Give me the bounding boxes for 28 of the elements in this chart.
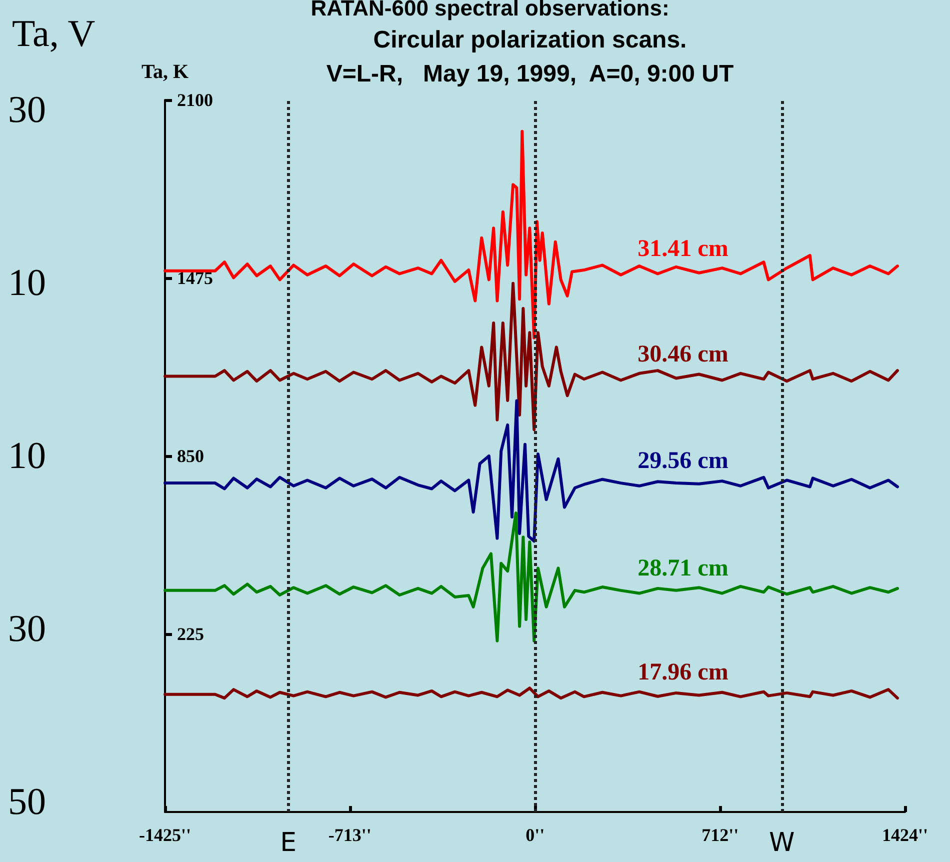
line-series xyxy=(164,686,899,700)
x-tick-label: 0'' xyxy=(526,825,545,845)
series-label: 30.46 cm xyxy=(638,341,728,368)
ref-line-label: W xyxy=(769,828,795,858)
series-label: 28.71 cm xyxy=(638,555,728,582)
series-label: 29.56 cm xyxy=(638,448,728,474)
series-label: 31.41 cm xyxy=(638,236,728,262)
text: Ta, V xyxy=(12,13,96,55)
series-label: 17.96 cm xyxy=(638,659,728,686)
y-axis-title: Ta, K xyxy=(141,61,189,83)
ref-line-label: E xyxy=(280,828,297,858)
x-tick-label: 712'' xyxy=(702,825,739,845)
line-series xyxy=(164,399,899,543)
y-tick-label: 1475 xyxy=(177,268,213,288)
text: 30 xyxy=(8,89,46,131)
x-tick-label: -1425'' xyxy=(139,825,191,845)
text: 30 xyxy=(8,608,46,650)
x-tick-label: 1424'' xyxy=(882,825,928,845)
text: 50 xyxy=(8,781,46,823)
text: 10 xyxy=(8,435,46,477)
line-series xyxy=(164,511,899,642)
line-series xyxy=(164,130,899,340)
text: 10 xyxy=(8,262,46,304)
chart-subtitle: Circular polarization scans. V=L-R, May 19, 1999, A=0, 9:00 UT xyxy=(326,26,734,88)
y-tick-label: 2100 xyxy=(177,90,213,110)
x-tick-label: -713'' xyxy=(328,825,372,845)
y-tick-label: 850 xyxy=(177,446,204,466)
y-tick-label: 225 xyxy=(177,624,204,644)
